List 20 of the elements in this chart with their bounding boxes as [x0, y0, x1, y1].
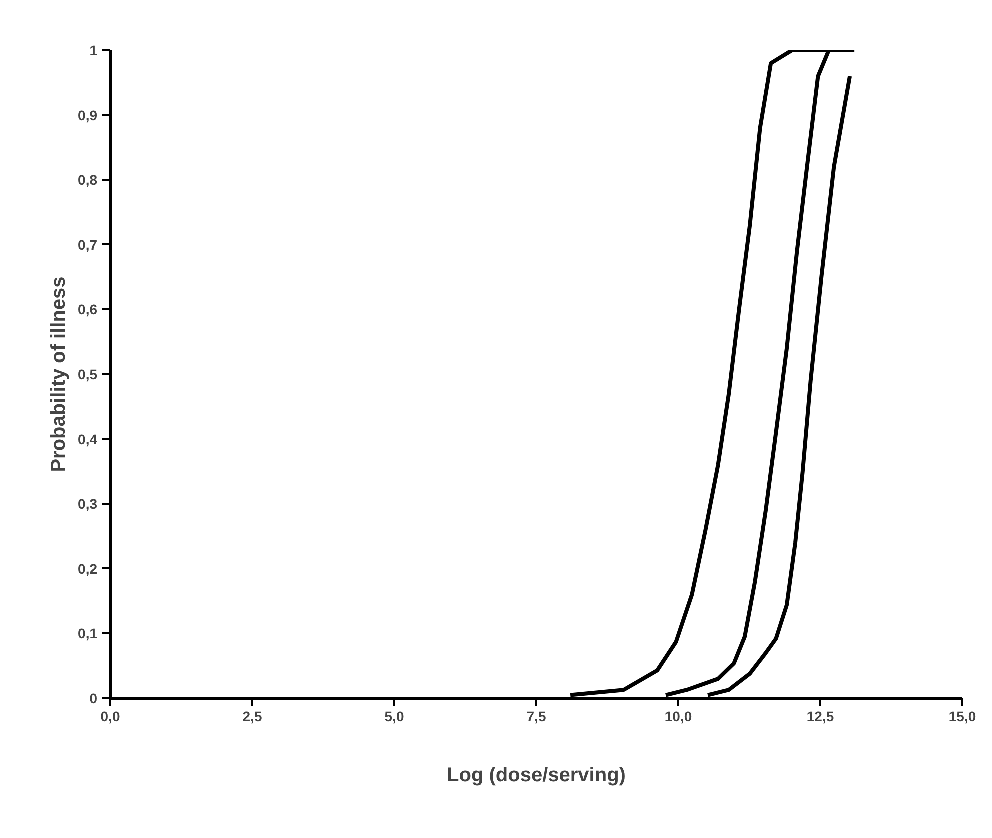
y-tick-label: 0,8 — [78, 172, 98, 188]
x-tick-label: 2,5 — [242, 708, 262, 724]
x-tick-label: 7,5 — [526, 708, 546, 724]
y-tick-label: 1 — [90, 42, 98, 58]
y-tick-label: 0,6 — [78, 302, 98, 318]
x-tick-label: 15,0 — [948, 708, 976, 724]
y-axis-title: Probability of illness — [48, 276, 70, 472]
y-tick-label: 0,2 — [78, 560, 98, 577]
y-tick-label: 0,1 — [78, 626, 98, 642]
y-tick-label: 0,9 — [78, 107, 98, 124]
y-tick-label: 0,4 — [78, 431, 98, 448]
x-tick-label: 12,5 — [806, 708, 834, 724]
x-tick-label: 5,0 — [384, 708, 404, 724]
x-axis-title: Log (dose/serving) — [447, 764, 626, 786]
x-tick-label: 10,0 — [664, 708, 692, 724]
x-tick-label: 0,0 — [100, 708, 120, 724]
y-tick-label: 0,7 — [78, 236, 98, 253]
y-tick-label: 0,5 — [78, 366, 98, 382]
y-tick-label: 0 — [90, 690, 98, 706]
y-tick-label: 0,3 — [78, 496, 98, 512]
